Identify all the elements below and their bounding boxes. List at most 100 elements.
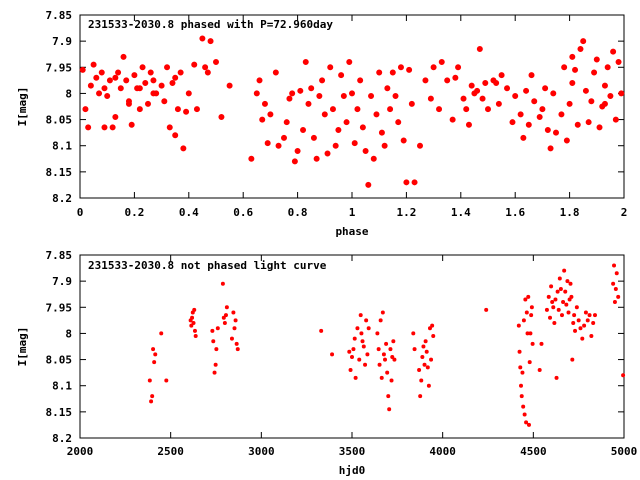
- data-point: [411, 331, 416, 336]
- data-point: [164, 378, 169, 383]
- data-point: [300, 127, 307, 134]
- x-axis-label: hjd0: [339, 464, 366, 477]
- data-point: [612, 300, 617, 305]
- data-point: [430, 64, 437, 71]
- data-point: [302, 59, 309, 66]
- data-point: [112, 74, 119, 81]
- data-point: [177, 69, 184, 76]
- data-point: [193, 106, 200, 113]
- data-point: [310, 134, 317, 141]
- data-point: [537, 368, 542, 373]
- data-point: [207, 38, 214, 45]
- x-tick-label: 2: [621, 206, 628, 219]
- data-point: [572, 313, 577, 318]
- data-point: [297, 87, 304, 94]
- data-point: [112, 113, 119, 120]
- data-point: [131, 72, 138, 79]
- data-point: [596, 124, 603, 131]
- data-point: [424, 349, 429, 354]
- data-point: [403, 179, 410, 186]
- data-point: [527, 360, 532, 365]
- data-point: [484, 106, 491, 113]
- data-point: [389, 378, 394, 383]
- data-point: [576, 318, 581, 323]
- data-point: [385, 370, 390, 375]
- data-point: [444, 77, 451, 84]
- data-point: [553, 129, 560, 136]
- data-point: [509, 119, 516, 126]
- data-point: [518, 365, 523, 370]
- data-point: [166, 124, 173, 131]
- data-point: [425, 365, 430, 370]
- data-point: [82, 106, 89, 113]
- data-point: [474, 87, 481, 94]
- data-point: [364, 318, 369, 323]
- data-point: [234, 341, 239, 346]
- x-axis-label: phase: [335, 225, 368, 238]
- data-point: [422, 362, 427, 367]
- data-point: [383, 357, 388, 362]
- y-tick-label: 8.1: [52, 380, 72, 393]
- y-tick-label: 8.15: [46, 166, 73, 179]
- data-point: [585, 318, 590, 323]
- x-tick-label: 1: [349, 206, 356, 219]
- data-point: [551, 305, 556, 310]
- data-point: [222, 320, 227, 325]
- data-point: [169, 79, 176, 86]
- x-tick-label: 1.2: [396, 206, 416, 219]
- data-point: [520, 134, 527, 141]
- data-point: [283, 119, 290, 126]
- data-point: [529, 305, 534, 310]
- y-tick-label: 7.9: [52, 35, 72, 48]
- data-point: [351, 347, 356, 352]
- data-point: [582, 323, 587, 328]
- data-point: [193, 334, 198, 339]
- data-point: [79, 66, 86, 73]
- plot-title: 231533-2030.8 phased with P=72.960day: [88, 18, 333, 31]
- data-point: [591, 69, 598, 76]
- data-point: [357, 77, 364, 84]
- data-point: [136, 85, 143, 92]
- data-point: [233, 318, 238, 323]
- data-point: [319, 77, 326, 84]
- data-point: [408, 100, 415, 107]
- y-tick-label: 7.9: [52, 275, 72, 288]
- data-point: [256, 77, 263, 84]
- data-point: [109, 124, 116, 131]
- data-point: [340, 93, 347, 100]
- data-point: [436, 106, 443, 113]
- data-point: [512, 93, 519, 100]
- data-point: [321, 111, 328, 118]
- data-point: [519, 394, 524, 399]
- data-point: [125, 98, 132, 105]
- data-point: [316, 93, 323, 100]
- data-point: [153, 352, 158, 357]
- data-point: [552, 320, 557, 325]
- data-point: [536, 113, 543, 120]
- data-point: [559, 313, 564, 318]
- data-point: [583, 310, 588, 315]
- data-point: [438, 59, 445, 66]
- data-point: [561, 64, 568, 71]
- data-point: [229, 336, 234, 341]
- data-point: [468, 82, 475, 89]
- data-point: [544, 127, 551, 134]
- data-point: [601, 82, 608, 89]
- data-point: [416, 142, 423, 149]
- data-point: [563, 289, 568, 294]
- data-point: [397, 64, 404, 71]
- data-point: [115, 69, 122, 76]
- x-tick-label: 0.8: [288, 206, 308, 219]
- x-tick-label: 0.6: [233, 206, 253, 219]
- data-point: [150, 77, 157, 84]
- data-point: [365, 352, 370, 357]
- data-point: [589, 334, 594, 339]
- data-point: [378, 318, 383, 323]
- data-point: [352, 336, 357, 341]
- data-point: [211, 339, 216, 344]
- data-point: [390, 354, 395, 359]
- data-point: [346, 59, 353, 66]
- data-point: [421, 344, 426, 349]
- data-point: [98, 69, 105, 76]
- data-point: [495, 100, 502, 107]
